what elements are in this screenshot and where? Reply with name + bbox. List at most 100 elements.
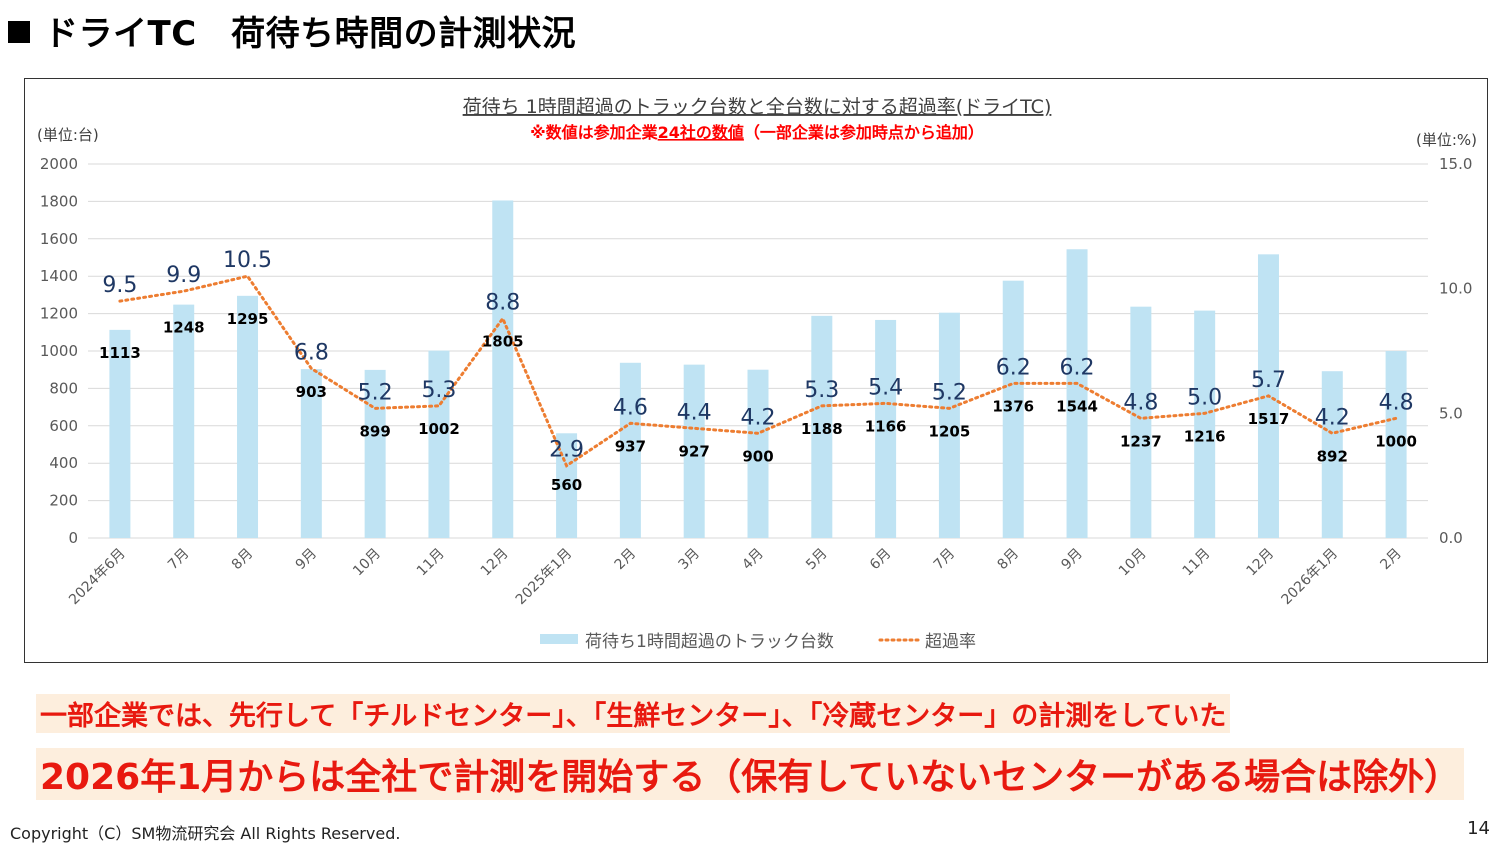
page-title-text: ドライTC 荷待ち時間の計測状況 — [44, 14, 577, 54]
x-tick-label: 11月 — [414, 546, 448, 580]
x-tick-label: 3月 — [675, 546, 703, 574]
left-tick-label: 1200 — [40, 305, 78, 323]
bar-value-label: 899 — [359, 422, 390, 440]
x-tick-label: 2026年1月 — [1279, 546, 1342, 609]
left-tick-label: 600 — [49, 417, 78, 435]
rate-value-label: 4.8 — [1123, 390, 1158, 415]
bar-value-label: 1295 — [227, 310, 269, 328]
bar-value-label: 1166 — [865, 417, 907, 435]
bar — [492, 200, 514, 538]
bar — [237, 295, 259, 538]
bar-value-label: 1188 — [801, 420, 843, 438]
bar — [747, 369, 769, 538]
x-tick-label: 8月 — [229, 546, 257, 574]
bar — [556, 433, 578, 538]
bar — [875, 319, 897, 538]
right-tick-label: 15.0 — [1439, 155, 1472, 173]
bar — [938, 312, 960, 538]
bar — [1002, 280, 1024, 538]
left-tick-label: 1000 — [40, 342, 78, 360]
x-tick-label: 4月 — [739, 546, 767, 574]
bar-value-label: 1000 — [1375, 432, 1417, 450]
bar-value-label: 903 — [296, 383, 327, 401]
bar-value-label: 1237 — [1120, 432, 1162, 450]
x-tick-label: 5月 — [803, 546, 831, 574]
chart-subtitle-part: 24社の数値 — [658, 123, 744, 142]
copyright: Copyright（C）SM物流研究会 All Rights Reserved. — [10, 824, 401, 843]
x-tick-label: 2月 — [612, 546, 640, 574]
note-line-1: 一部企業では、先行して「チルドセンター」、「生鮮センター」、「冷蔵センター」の計… — [36, 694, 1231, 733]
left-tick-label: 0 — [68, 529, 78, 547]
x-tick-label: 7月 — [931, 546, 959, 574]
bar-value-label: 927 — [679, 442, 710, 460]
bar — [109, 329, 131, 538]
bar — [1385, 351, 1407, 538]
rate-value-label: 5.2 — [358, 380, 393, 405]
left-tick-label: 2000 — [40, 155, 78, 173]
left-axis-unit: (単位:台) — [37, 126, 99, 144]
rate-line — [118, 274, 1398, 468]
bar — [811, 315, 833, 538]
legend-bar-label: 荷待ち1時間超過のトラック台数 — [585, 632, 834, 652]
rate-value-label: 5.3 — [421, 378, 456, 403]
bar-value-label: 1544 — [1056, 397, 1098, 415]
x-tick-label: 2024年6月 — [66, 546, 129, 609]
x-tick-label: 10月 — [1116, 546, 1150, 580]
bar — [683, 364, 705, 538]
right-tick-label: 10.0 — [1439, 280, 1472, 298]
x-tick-label: 10月 — [350, 546, 384, 580]
bar-value-label: 892 — [1317, 447, 1348, 465]
combo-chart: 荷待ち 1時間超過のトラック台数と全台数に対する超過率(ドライTC) ※数値は参加… — [37, 96, 1477, 652]
right-tick-label: 0.0 — [1439, 529, 1463, 547]
bar — [173, 304, 195, 538]
right-axis-unit: (単位:%) — [1416, 131, 1477, 149]
bar-value-label: 1805 — [482, 333, 524, 351]
chart-subtitle: ※数値は参加企業24社の数値（一部企業は参加時点から追加） — [530, 123, 984, 142]
bar — [1130, 306, 1152, 538]
rate-value-label: 6.8 — [294, 340, 329, 365]
rate-value-label: 4.2 — [1315, 405, 1350, 430]
x-tick-label: 8月 — [995, 546, 1023, 574]
title-square-icon — [8, 21, 30, 43]
x-tick-label: 2月 — [1377, 546, 1405, 574]
left-tick-label: 200 — [49, 492, 78, 510]
legend-line-label: 超過率 — [925, 632, 976, 652]
rate-value-label: 8.8 — [485, 291, 520, 316]
bar-value-label: 1248 — [163, 319, 205, 337]
bar — [1321, 371, 1343, 538]
rate-value-label: 5.2 — [932, 380, 967, 405]
right-tick-label: 5.0 — [1439, 404, 1463, 422]
rate-value-label: 4.6 — [613, 395, 648, 420]
x-tick-label: 2025年1月 — [513, 546, 576, 609]
rate-value-label: 2.9 — [549, 438, 584, 463]
bar-value-label: 560 — [551, 476, 582, 494]
rate-value-label: 5.3 — [804, 378, 839, 403]
left-tick-label: 1400 — [40, 267, 78, 285]
left-tick-label: 800 — [49, 379, 78, 397]
rate-value-label: 6.2 — [996, 355, 1031, 380]
bar-value-label: 1002 — [418, 420, 460, 438]
bar — [1066, 249, 1088, 538]
bar-value-label: 900 — [742, 447, 773, 465]
rate-value-label: 5.0 — [1187, 385, 1222, 410]
rate-value-label: 4.4 — [677, 400, 712, 425]
bar — [364, 369, 386, 538]
left-tick-label: 1600 — [40, 230, 78, 248]
rate-value-label: 9.5 — [102, 273, 137, 298]
rate-value-label: 10.5 — [223, 248, 272, 273]
page-number: 14 — [1467, 818, 1490, 839]
bar-value-label: 1216 — [1184, 427, 1226, 445]
bar — [300, 369, 322, 538]
rate-value-label: 5.7 — [1251, 368, 1286, 393]
x-tick-label: 7月 — [165, 546, 193, 574]
bar-value-label: 1113 — [99, 344, 141, 362]
left-tick-label: 400 — [49, 454, 78, 472]
note-line-2: 2026年1月からは全社で計測を開始する（保有していないセンターがある場合は除外… — [36, 748, 1465, 800]
x-tick-label: 9月 — [1058, 546, 1086, 574]
rate-value-label: 9.9 — [166, 263, 201, 288]
bar-value-label: 1517 — [1248, 410, 1290, 428]
x-tick-label: 12月 — [1243, 546, 1277, 580]
chart-subtitle-part: ※数値は参加企業 — [530, 123, 659, 142]
x-tick-label: 6月 — [867, 546, 895, 574]
x-tick-label: 11月 — [1180, 546, 1214, 580]
